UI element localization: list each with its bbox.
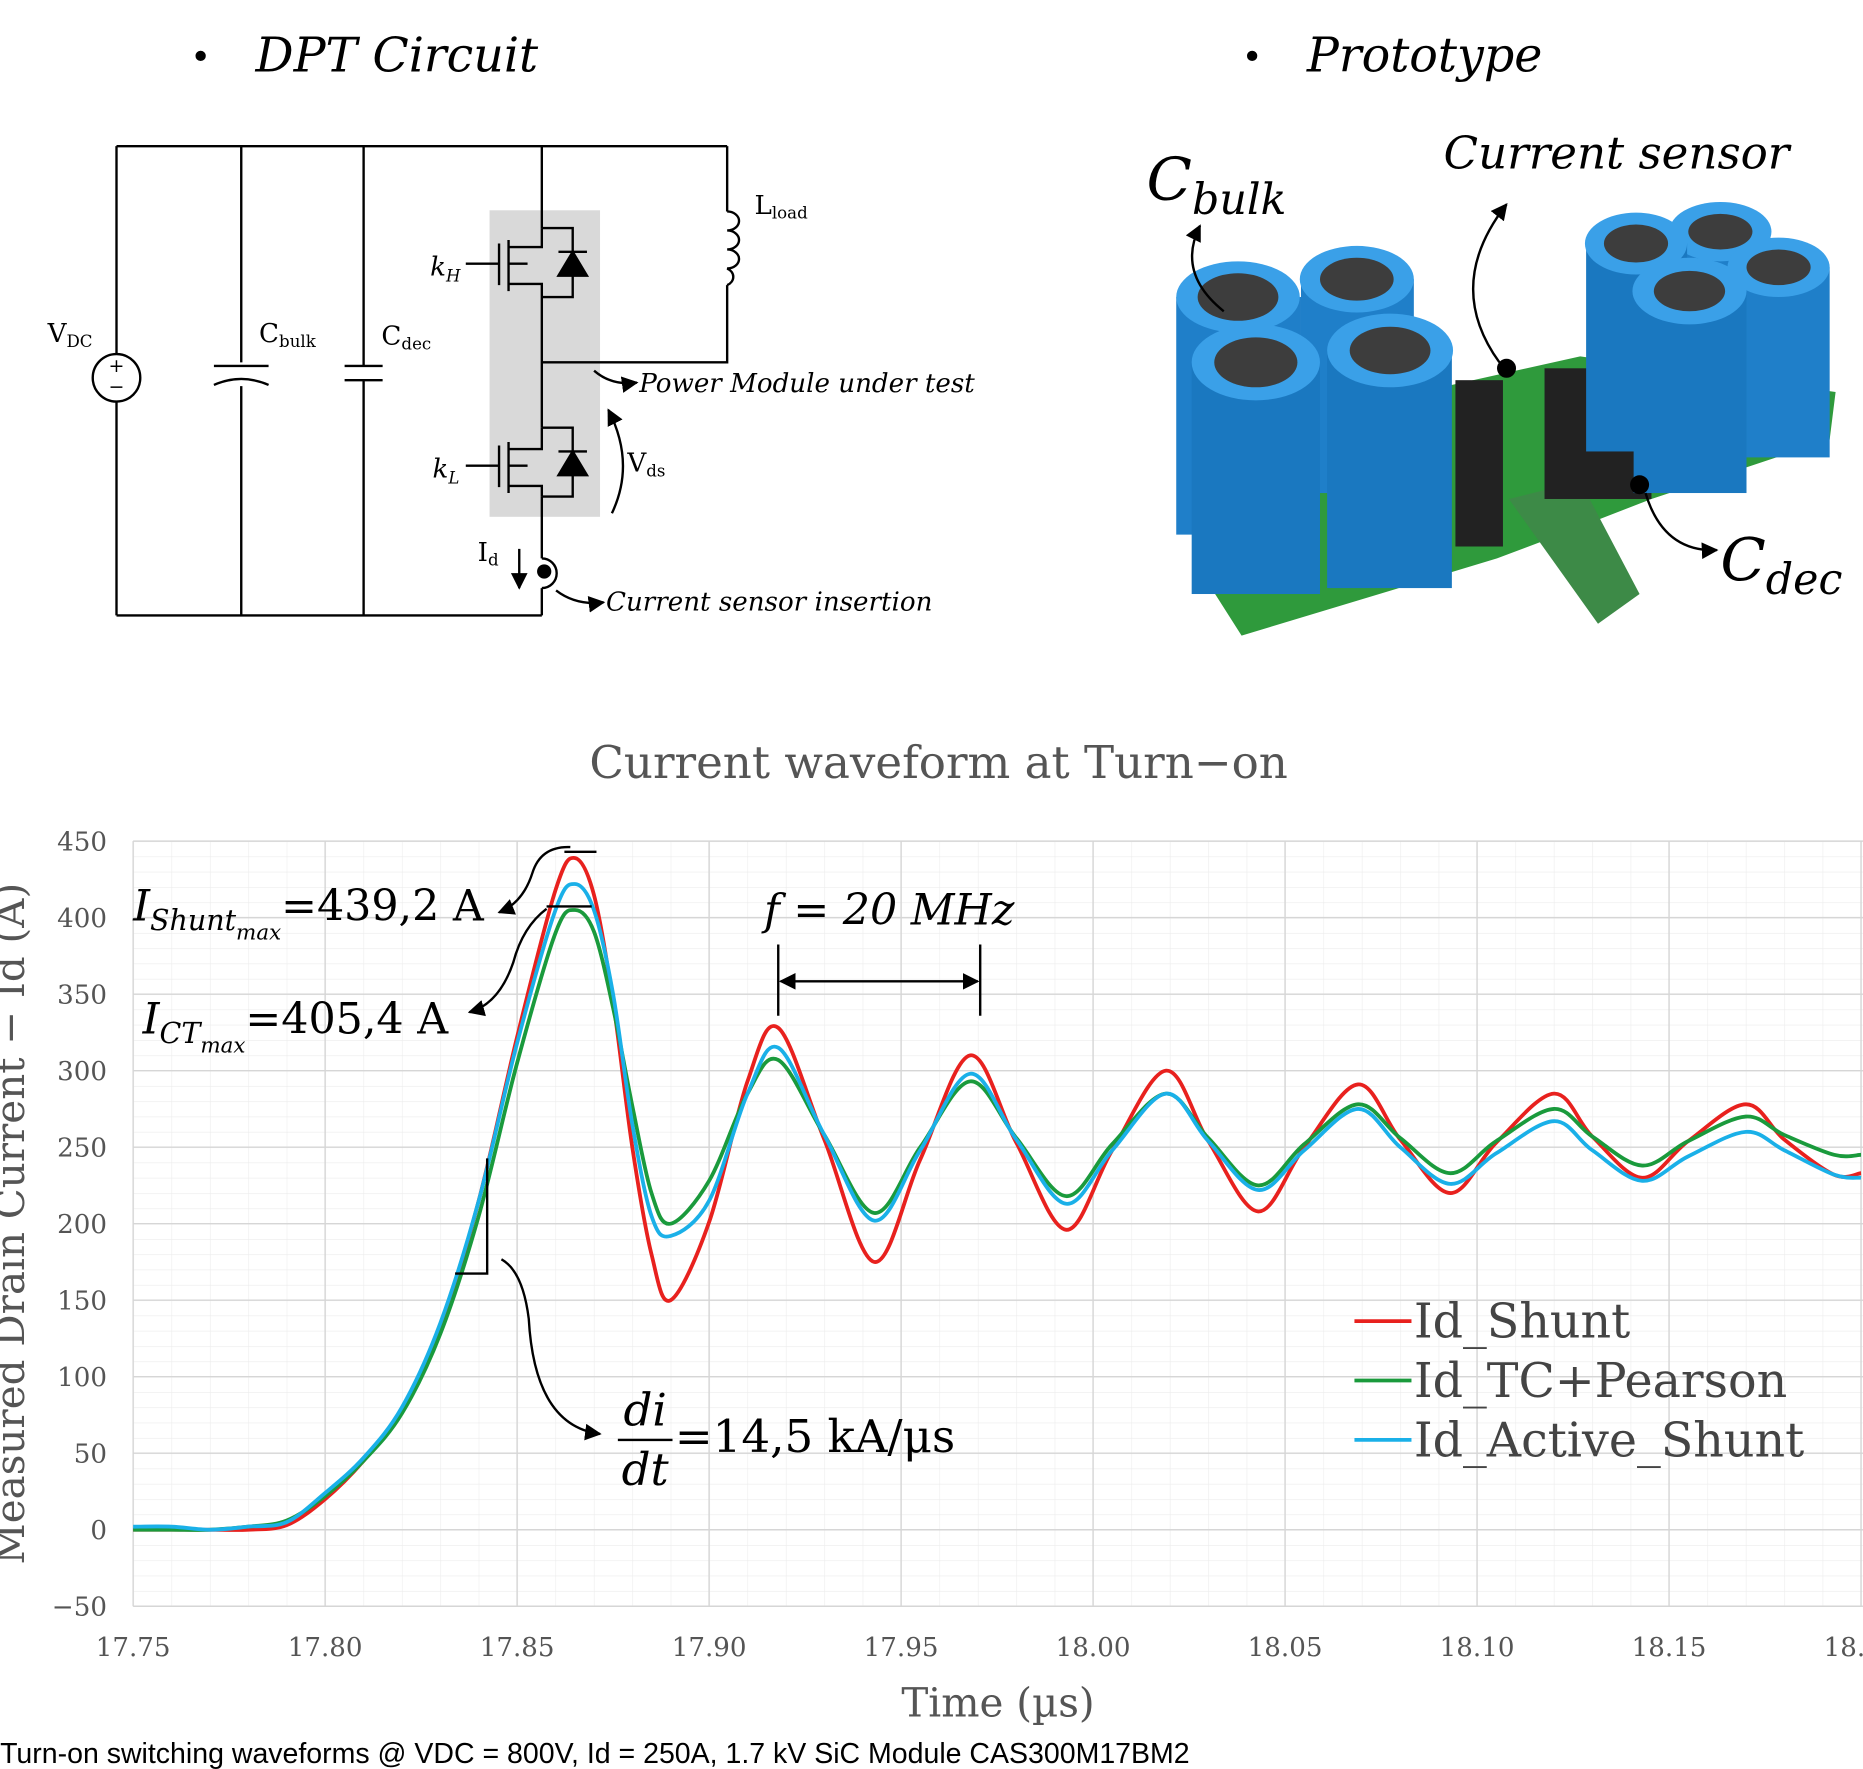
cbulk-symbol (214, 366, 269, 385)
y-tick-label: 100 (57, 1363, 107, 1393)
lload-label: Lload (754, 191, 808, 223)
cbulk-label: Cbulk (1147, 146, 1287, 225)
annotation-didt-den: dt (622, 1443, 670, 1496)
x-tick-label: 18.00 (1056, 1633, 1131, 1663)
cdec-symbol (345, 366, 383, 380)
legend-label: Id_Shunt (1414, 1295, 1630, 1350)
cbulk-label: Cbulk (259, 319, 317, 351)
sensor-dot (537, 564, 551, 578)
figure: • DPT Circuit + − VDC Cbulk Cdec Lload k… (0, 0, 1863, 1769)
x-tick-label: 17.85 (480, 1633, 555, 1663)
annotation-didt-num: di (624, 1384, 667, 1437)
prototype-heading: Prototype (1306, 28, 1542, 83)
bullet: • (1242, 37, 1263, 78)
y-tick-label: 50 (74, 1440, 107, 1470)
x-tick-label: 17.90 (672, 1633, 747, 1663)
y-tick-label: 450 (57, 828, 107, 858)
inductor (727, 211, 739, 285)
annotation-frequency: f = 20 MHz (761, 885, 1015, 935)
annotation-didt: =14,5 kA/μs (675, 1410, 955, 1463)
sensor-label: Current sensor (1444, 127, 1792, 180)
module-arrow (594, 371, 637, 384)
x-tick-label: 18.05 (1248, 1633, 1323, 1663)
wires (117, 146, 728, 615)
y-tick-label: 150 (57, 1287, 107, 1317)
y-tick-label: 0 (90, 1516, 107, 1546)
y-tick-label: −50 (52, 1593, 107, 1623)
x-tick-label: 18.20 (1824, 1633, 1863, 1663)
sensor-arrow (1473, 204, 1506, 362)
x-tick-label: 18.15 (1632, 1633, 1707, 1663)
chart-title: Current waveform at Turn−on (589, 736, 1288, 789)
kh-label: kH (430, 253, 461, 286)
cdec-label: Cdec (381, 322, 431, 354)
y-tick-label: 350 (57, 981, 107, 1011)
caption: Turn-on switching waveforms @ VDC = 800V… (0, 1738, 1190, 1769)
id-label: Id (478, 538, 499, 570)
vds-label: Vds (626, 449, 665, 481)
y-tick-label: 200 (57, 1210, 107, 1240)
prototype: • Prototype Cbulk Current sensor Cdec (1147, 28, 1843, 635)
kl-label: kL (433, 455, 460, 488)
vdc-label: VDC (47, 319, 93, 351)
circuit: • DPT Circuit + − VDC Cbulk Cdec Lload k… (47, 28, 976, 617)
y-tick-label: 400 (57, 904, 107, 934)
vds-arrow (608, 410, 623, 513)
circuit-heading: DPT Circuit (255, 28, 540, 83)
sensor-label: Current sensor insertion (606, 588, 932, 618)
y-tick-label: 300 (57, 1057, 107, 1087)
y-axis-label: Measured Drain Current − Id (A) (0, 883, 34, 1565)
cdec-block (1455, 380, 1503, 546)
module-label: Power Module under test (638, 369, 975, 399)
bullet: • (190, 37, 211, 78)
cdec-dot (1630, 475, 1649, 494)
x-tick-label: 17.95 (864, 1633, 939, 1663)
legend-label: Id_Active_Shunt (1414, 1414, 1804, 1469)
cdec-label: Cdec (1720, 526, 1842, 605)
x-tick-label: 18.10 (1440, 1633, 1515, 1663)
sensor-arrow (556, 590, 604, 603)
legend-label: Id_TC+Pearson (1414, 1354, 1787, 1409)
x-axis-label: Time (µs) (901, 1680, 1094, 1727)
y-tick-label: 250 (57, 1134, 107, 1164)
chart: Current waveform at Turn−on −50 0 50 100 150… (0, 736, 1863, 1727)
cdec-arrow (1646, 493, 1717, 550)
plus: + (109, 355, 125, 377)
minus: − (109, 376, 125, 398)
x-tick-label: 17.75 (96, 1633, 171, 1663)
x-tick-label: 17.80 (288, 1633, 363, 1663)
